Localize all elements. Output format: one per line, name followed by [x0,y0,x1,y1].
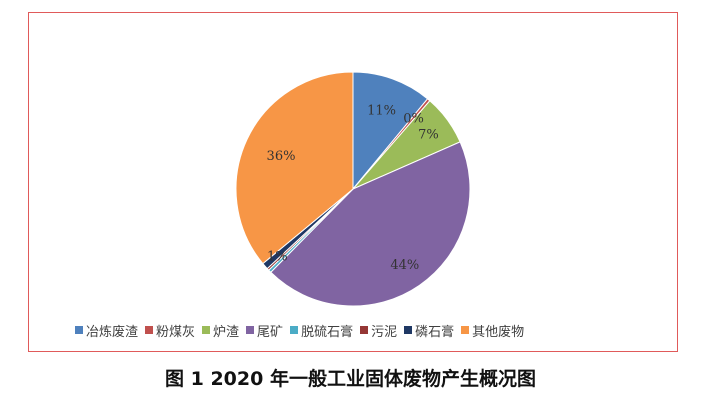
legend-label-1: 粉煤灰 [156,324,196,340]
legend-swatch-2 [202,326,211,334]
legend-label-7: 其他废物 [472,324,525,340]
slice-label-7: 36% [267,149,296,164]
pie-slice-3 [270,141,471,307]
legend-swatch-4 [290,326,299,334]
legend-label-3: 尾矿 [257,324,284,340]
slice-label-2: 7% [418,128,439,143]
chart-legend: 冶炼废渣 粉煤灰 炉渣 尾矿 脱硫石膏 污泥 磷石膏 其他废物 [75,319,665,341]
legend-item-5: 污泥 [360,321,397,340]
legend-item-0: 冶炼废渣 [75,321,138,340]
legend-label-5: 污泥 [371,324,398,340]
legend-item-6: 磷石膏 [404,321,454,340]
slice-label-1: 0% [403,112,424,127]
pie-slice-0 [352,71,429,191]
legend-item-1: 粉煤灰 [145,321,195,340]
legend-swatch-3 [246,326,255,334]
legend-swatch-0 [75,326,83,334]
legend-swatch-5 [360,326,369,334]
legend-label-6: 磷石膏 [415,324,455,340]
chart-frame [28,12,678,352]
figure-caption: 图 1 2020 年一般工业固体废物产生概况图 [165,368,536,390]
slice-label-6: 1% [267,249,288,264]
legend-label-4: 脱硫石膏 [301,324,354,340]
pie-slice-7 [235,71,354,265]
legend-swatch-1 [145,326,154,334]
legend-item-4: 脱硫石膏 [290,321,353,340]
legend-label-0: 冶炼废渣 [86,324,139,340]
legend-item-2: 炉渣 [202,321,239,340]
legend-item-3: 尾矿 [246,321,283,340]
slice-label-3: 44% [390,258,419,273]
legend-item-7: 其他废物 [461,321,524,340]
legend-swatch-7 [461,326,470,334]
legend-swatch-6 [404,326,413,334]
slice-label-0: 11% [367,104,396,119]
legend-label-2: 炉渣 [213,324,240,340]
